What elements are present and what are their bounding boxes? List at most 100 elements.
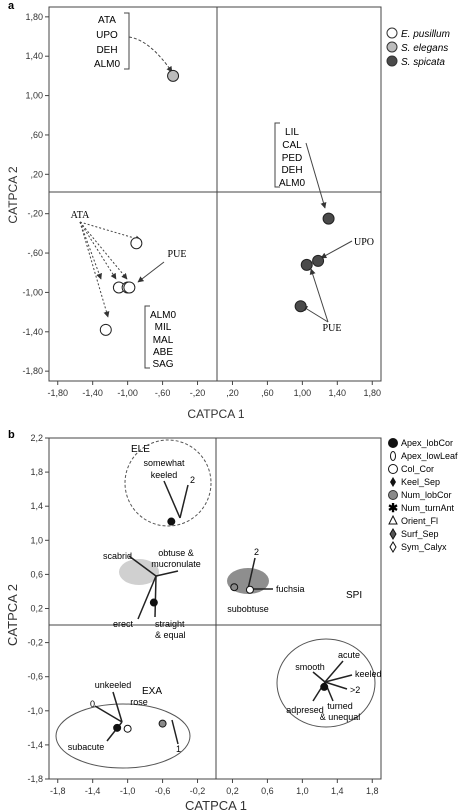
group-spi-circle — [276, 638, 376, 728]
panel-b-x-ticks: -1,8 -1,4 -1,0 -0,6 -0,2 0,2 0,6 1,0 1,4 1,8 — [50, 779, 379, 796]
x-tick-label-b-6: 0,6 — [261, 786, 274, 796]
group-spi-label: SPI — [346, 590, 362, 601]
cluster-center-left-ellipse — [119, 559, 159, 585]
annotation-ata: ATA — [71, 210, 142, 318]
y-tick-label-b-0: 2,2 — [30, 433, 43, 443]
point-b-4 — [320, 682, 329, 691]
ann-ul-3: DEH — [96, 45, 117, 56]
lbl-adpresed: adpresed — [286, 705, 324, 715]
panel-b-x-label: CATPCA 1 — [185, 798, 247, 812]
lbl-fuchsia: fuchsia — [276, 584, 305, 594]
lbl-mucronulate: mucronulate — [151, 559, 201, 569]
panel-b-points — [113, 517, 329, 733]
ann-ll-2: MIL — [155, 322, 172, 333]
point-b-2 — [230, 583, 239, 592]
cluster-center-right: 2 fuchsia subobtuse — [227, 547, 305, 614]
group-exa-label: EXA — [142, 686, 162, 697]
lbl-keeled-ele: keeled — [151, 470, 178, 480]
panel-a-x-ticks: -1,80 -1,40 -1,00 -,60 -,20 ,20 ,60 1,00 1,40 1,8… — [47, 381, 381, 398]
lbl-keeled-spi: keeled — [355, 669, 382, 679]
ann-ur-3: PED — [282, 153, 303, 164]
lbl-erect: erect — [113, 619, 134, 629]
panel-b-y-label: CATPCA 2 — [5, 584, 20, 646]
y-tick-label-a-4: ,20 — [30, 169, 43, 179]
point-b-1 — [149, 598, 158, 607]
ann-upo: UPO — [354, 237, 374, 248]
lbl-gt2: >2 — [350, 685, 360, 695]
group-ele-circle — [124, 439, 212, 527]
ann-ll-1: ALM0 — [150, 310, 177, 321]
point-b-5 — [113, 723, 122, 732]
legend-b-marker-2 — [388, 464, 398, 474]
y-tick-label-b-2: 1,4 — [30, 501, 43, 511]
lbl-two-mid: 2 — [254, 547, 259, 557]
legend-b-label-0: Apex_lobCor — [401, 438, 453, 448]
legend-label-s-spicata: S. spicata — [401, 57, 445, 68]
point-b-3 — [245, 585, 254, 594]
lbl-two-ele: 2 — [190, 475, 195, 485]
y-tick-label-a-7: -1,00 — [22, 287, 43, 297]
y-tick-label-b-7: -0,6 — [27, 672, 43, 682]
x-tick-label-a-7: 1,00 — [294, 388, 312, 398]
x-tick-label-b-4: -0,2 — [190, 786, 206, 796]
x-tick-label-b-8: 1,4 — [331, 786, 344, 796]
x-tick-label-a-4: -,20 — [190, 388, 206, 398]
y-tick-label-b-1: 1,8 — [30, 467, 43, 477]
lbl-turned: turned — [327, 701, 353, 711]
legend-b-label-7: Surf_Sep — [401, 529, 439, 539]
point-b-7 — [158, 719, 167, 728]
ann-ll-3: MAL — [153, 335, 174, 346]
y-tick-label-b-6: -0,2 — [27, 638, 43, 648]
legend-marker-s-elegans — [386, 41, 398, 53]
annotation-box-upper-right: LIL CAL PED DEH ALM0 — [274, 122, 327, 209]
panel-b-y-ticks: 2,2 1,8 1,4 1,0 0,6 0,2 -0,2 -0,6 -1,0 -1,4 -1,8 — [27, 433, 49, 784]
x-tick-label-a-3: -,60 — [155, 388, 171, 398]
point-s--spicata-2 — [300, 258, 313, 271]
ann-ur-1: LIL — [285, 127, 299, 138]
y-tick-label-b-9: -1,4 — [27, 740, 43, 750]
y-tick-label-a-6: -,60 — [27, 248, 43, 258]
ann-ul-2: UPO — [96, 30, 118, 41]
lbl-acute: acute — [338, 650, 360, 660]
x-tick-label-a-2: -1,00 — [117, 388, 138, 398]
x-tick-label-a-5: ,20 — [226, 388, 239, 398]
annotation-box-lower-left: ALM0 MIL MAL ABE SAG — [144, 305, 177, 370]
panel-a-frame — [48, 6, 382, 382]
point-e--pusillum-3 — [123, 281, 136, 294]
ann-ul-1: ATA — [98, 15, 116, 26]
legend-b-label-5: Num_turnAnt — [401, 503, 455, 513]
panel-a-y-label: CATPCA 2 — [6, 166, 20, 223]
point-e--pusillum-4 — [99, 323, 112, 336]
legend-label-e-pusillum: E. pusillum — [401, 29, 450, 40]
panel-a-legend: E. pusillum S. elegans S. spicata — [386, 27, 450, 68]
x-tick-label-a-1: -1,40 — [82, 388, 103, 398]
y-tick-label-a-0: 1,80 — [25, 12, 43, 22]
legend-b-marker-8 — [389, 541, 397, 553]
panel-a-points — [99, 69, 335, 336]
ann-ur-4: DEH — [281, 165, 302, 176]
y-tick-label-a-9: -1,80 — [22, 366, 43, 376]
point-e--pusillum-0 — [130, 237, 143, 250]
y-tick-label-b-8: -1,0 — [27, 706, 43, 716]
lbl-equal: & equal — [155, 630, 186, 640]
x-tick-label-b-3: -0,6 — [155, 786, 171, 796]
cluster-center-left: scabrid obtuse & mucronulate erect strai… — [103, 548, 201, 640]
annotation-box-upper-left: ATA UPO DEH ALM0 — [94, 12, 173, 73]
x-tick-label-b-1: -1,4 — [85, 786, 101, 796]
legend-b-label-2: Col_Cor — [401, 464, 434, 474]
legend-b-marker-4 — [388, 490, 398, 500]
legend-b-label-8: Sym_Calyx — [401, 542, 447, 552]
legend-b-label-6: Orient_Fl — [401, 516, 438, 526]
lbl-scabrid: scabrid — [103, 551, 132, 561]
ann-ll-4: ABE — [153, 347, 173, 358]
panel-a: a 1,801,401,00,60,20-,20-,60-1,00-1,40-1… — [6, 0, 450, 421]
panel-b-legend: Apex_lobCor Apex_lowLeaf Col_Cor Keel_Se… — [388, 438, 458, 553]
ann-ur-5: ALM0 — [279, 178, 306, 189]
lbl-straight: straight — [155, 619, 185, 629]
ann-ur-2: CAL — [282, 140, 302, 151]
legend-b-label-4: Num_lobCor — [401, 490, 452, 500]
y-tick-label-b-10: -1,8 — [27, 774, 43, 784]
x-tick-label-b-9: 1,8 — [366, 786, 379, 796]
lbl-obtuse: obtuse & — [158, 548, 194, 558]
